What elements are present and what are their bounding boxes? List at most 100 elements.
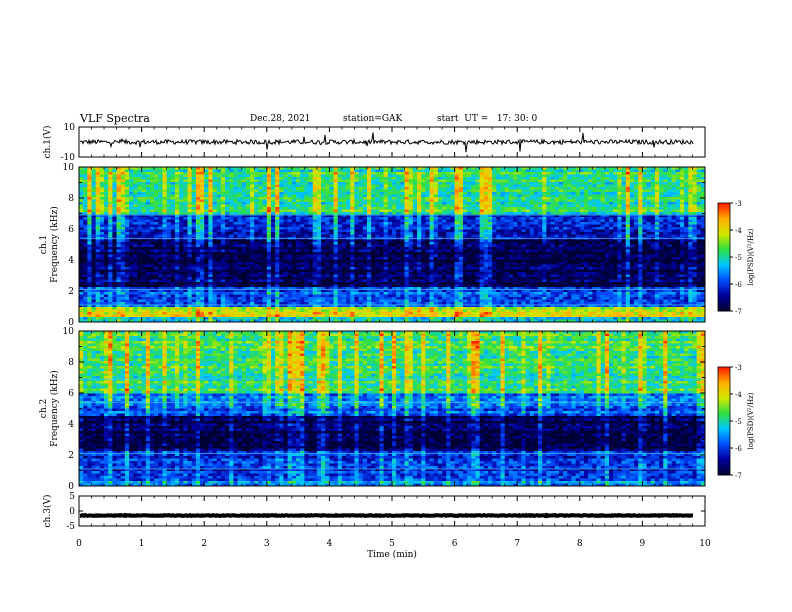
heatmap-cell	[684, 232, 689, 235]
heatmap-cell	[279, 172, 284, 175]
heatmap-cell	[333, 209, 339, 213]
heatmap-cell	[95, 222, 101, 225]
heatmap-cell	[379, 174, 384, 178]
heatmap-cell	[525, 172, 531, 175]
heatmap-cell	[83, 214, 88, 218]
heatmap-cell	[396, 204, 401, 208]
heatmap-cell	[383, 184, 389, 188]
heatmap-cell	[366, 204, 372, 208]
heatmap-cell	[679, 167, 685, 170]
heatmap-cell	[617, 179, 622, 183]
heatmap-cell	[137, 219, 142, 223]
heatmap-cell	[275, 227, 280, 230]
heatmap-cell	[408, 247, 414, 250]
heatmap-cell	[383, 177, 389, 180]
heatmap-cell	[492, 212, 497, 215]
heatmap-cell	[567, 217, 572, 220]
heatmap-cell	[129, 234, 134, 238]
heatmap-cell	[496, 192, 501, 195]
heatmap-cell	[166, 194, 172, 198]
heatmap-cell	[450, 187, 455, 190]
heatmap-cell	[396, 179, 401, 183]
heatmap-cell	[149, 239, 155, 243]
heatmap-cell	[529, 177, 535, 180]
heatmap-cell	[279, 209, 284, 213]
heatmap-cell	[350, 167, 355, 170]
heatmap-cell	[567, 209, 572, 213]
heatmap-cell	[145, 189, 151, 193]
heatmap-cell	[321, 169, 326, 173]
heatmap-cell	[387, 212, 393, 215]
heatmap-cell	[245, 214, 251, 218]
heatmap-cell	[95, 187, 101, 190]
heatmap-cell	[696, 197, 702, 200]
heatmap-cell	[475, 222, 480, 225]
heatmap-cell	[266, 167, 272, 170]
heatmap-cell	[604, 182, 610, 185]
heatmap-cell	[325, 229, 330, 233]
heatmap-cell	[437, 182, 443, 185]
heatmap-cell	[404, 182, 409, 185]
heatmap-cell	[350, 227, 355, 230]
heatmap-cell	[387, 239, 393, 243]
heatmap-cell	[304, 202, 309, 205]
heatmap-cell	[333, 244, 339, 248]
heatmap-cell	[346, 242, 351, 245]
heatmap-cell	[346, 222, 351, 225]
heatmap-cell	[200, 189, 205, 193]
heatmap-cell	[83, 189, 88, 193]
heatmap-cell	[291, 179, 297, 183]
heatmap-cell	[617, 207, 622, 210]
heatmap-cell	[629, 189, 635, 193]
heatmap-cell	[538, 169, 543, 173]
heatmap-cell	[204, 227, 209, 230]
heatmap-cell	[383, 239, 389, 243]
heatmap-cell	[417, 202, 422, 205]
heatmap-cell	[212, 172, 218, 175]
heatmap-cell	[654, 179, 660, 183]
heatmap-cell	[700, 194, 706, 198]
heatmap-cell	[462, 197, 468, 200]
heatmap-cell	[646, 194, 652, 198]
heatmap-cell	[275, 167, 280, 170]
heatmap-cell	[471, 224, 476, 228]
heatmap-cell	[634, 229, 639, 233]
heatmap-cell	[433, 197, 439, 200]
heatmap-cell	[663, 222, 668, 225]
heatmap-cell	[162, 187, 167, 190]
heatmap-cell	[379, 199, 384, 203]
heatmap-cell	[179, 174, 184, 178]
heatmap-cell	[296, 214, 301, 218]
heatmap-cell	[304, 209, 309, 213]
heatmap-cell	[141, 222, 147, 225]
heatmap-cell	[270, 239, 276, 243]
heatmap-cell	[479, 207, 485, 210]
heatmap-cell	[208, 214, 213, 218]
heatmap-cell	[321, 179, 326, 183]
heatmap-cell	[250, 229, 255, 233]
heatmap-cell	[500, 244, 505, 248]
heatmap-cell	[129, 199, 134, 203]
heatmap-cell	[195, 229, 201, 233]
heatmap-cell	[329, 212, 334, 215]
heatmap-cell	[617, 224, 622, 228]
heatmap-cell	[116, 169, 122, 173]
heatmap-cell	[592, 179, 597, 183]
heatmap-cell	[145, 167, 151, 170]
heatmap-cell	[533, 199, 539, 203]
heatmap-cell	[283, 194, 288, 198]
heatmap-cell	[191, 192, 197, 195]
heatmap-cell	[250, 172, 255, 175]
heatmap-cell	[300, 234, 305, 238]
heatmap-cell	[296, 199, 301, 203]
heatmap-cell	[625, 199, 631, 203]
heatmap-cell	[421, 207, 426, 210]
heatmap-cell	[696, 244, 702, 248]
heatmap-cell	[99, 169, 105, 173]
heatmap-cell	[421, 227, 426, 230]
heatmap-cell	[550, 224, 556, 228]
heatmap-cell	[371, 229, 376, 233]
heatmap-cell	[613, 172, 618, 175]
heatmap-cell	[183, 242, 188, 245]
heatmap-cell	[200, 172, 205, 175]
